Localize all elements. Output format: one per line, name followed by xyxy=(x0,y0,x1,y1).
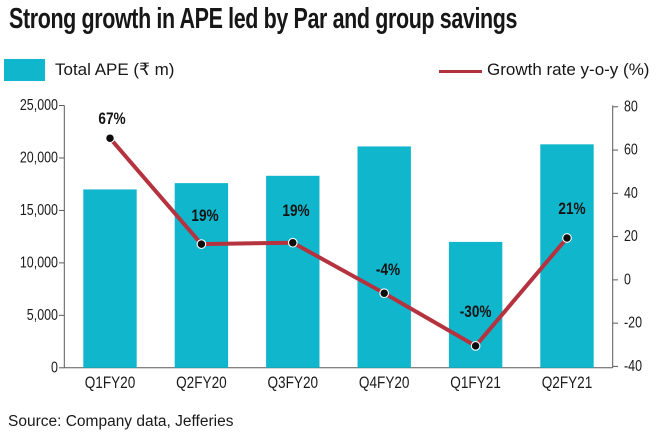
svg-text:80: 80 xyxy=(624,98,638,116)
svg-text:21%: 21% xyxy=(558,200,585,219)
svg-text:40: 40 xyxy=(624,185,638,203)
svg-text:Q1FY20: Q1FY20 xyxy=(85,374,136,393)
svg-text:Q1FY21: Q1FY21 xyxy=(450,374,501,393)
svg-text:67%: 67% xyxy=(98,110,125,129)
svg-text:25,000: 25,000 xyxy=(20,97,58,115)
svg-text:Q2FY21: Q2FY21 xyxy=(542,374,593,393)
svg-text:19%: 19% xyxy=(282,202,309,221)
svg-text:20,000: 20,000 xyxy=(20,149,58,167)
svg-text:0: 0 xyxy=(51,359,58,377)
svg-text:Q2FY20: Q2FY20 xyxy=(176,374,227,393)
svg-text:-20: -20 xyxy=(624,314,642,332)
svg-text:5,000: 5,000 xyxy=(27,307,58,325)
svg-text:-4%: -4% xyxy=(376,261,400,280)
svg-text:15,000: 15,000 xyxy=(20,202,58,220)
svg-text:20: 20 xyxy=(624,228,638,246)
svg-text:60: 60 xyxy=(624,141,638,159)
svg-text:-30%: -30% xyxy=(460,303,492,322)
svg-text:-40: -40 xyxy=(624,358,642,376)
svg-text:0: 0 xyxy=(624,271,631,289)
svg-text:Q4FY20: Q4FY20 xyxy=(359,374,410,393)
svg-text:Q3FY20: Q3FY20 xyxy=(268,374,319,393)
svg-text:10,000: 10,000 xyxy=(20,254,58,272)
svg-text:19%: 19% xyxy=(191,207,218,226)
